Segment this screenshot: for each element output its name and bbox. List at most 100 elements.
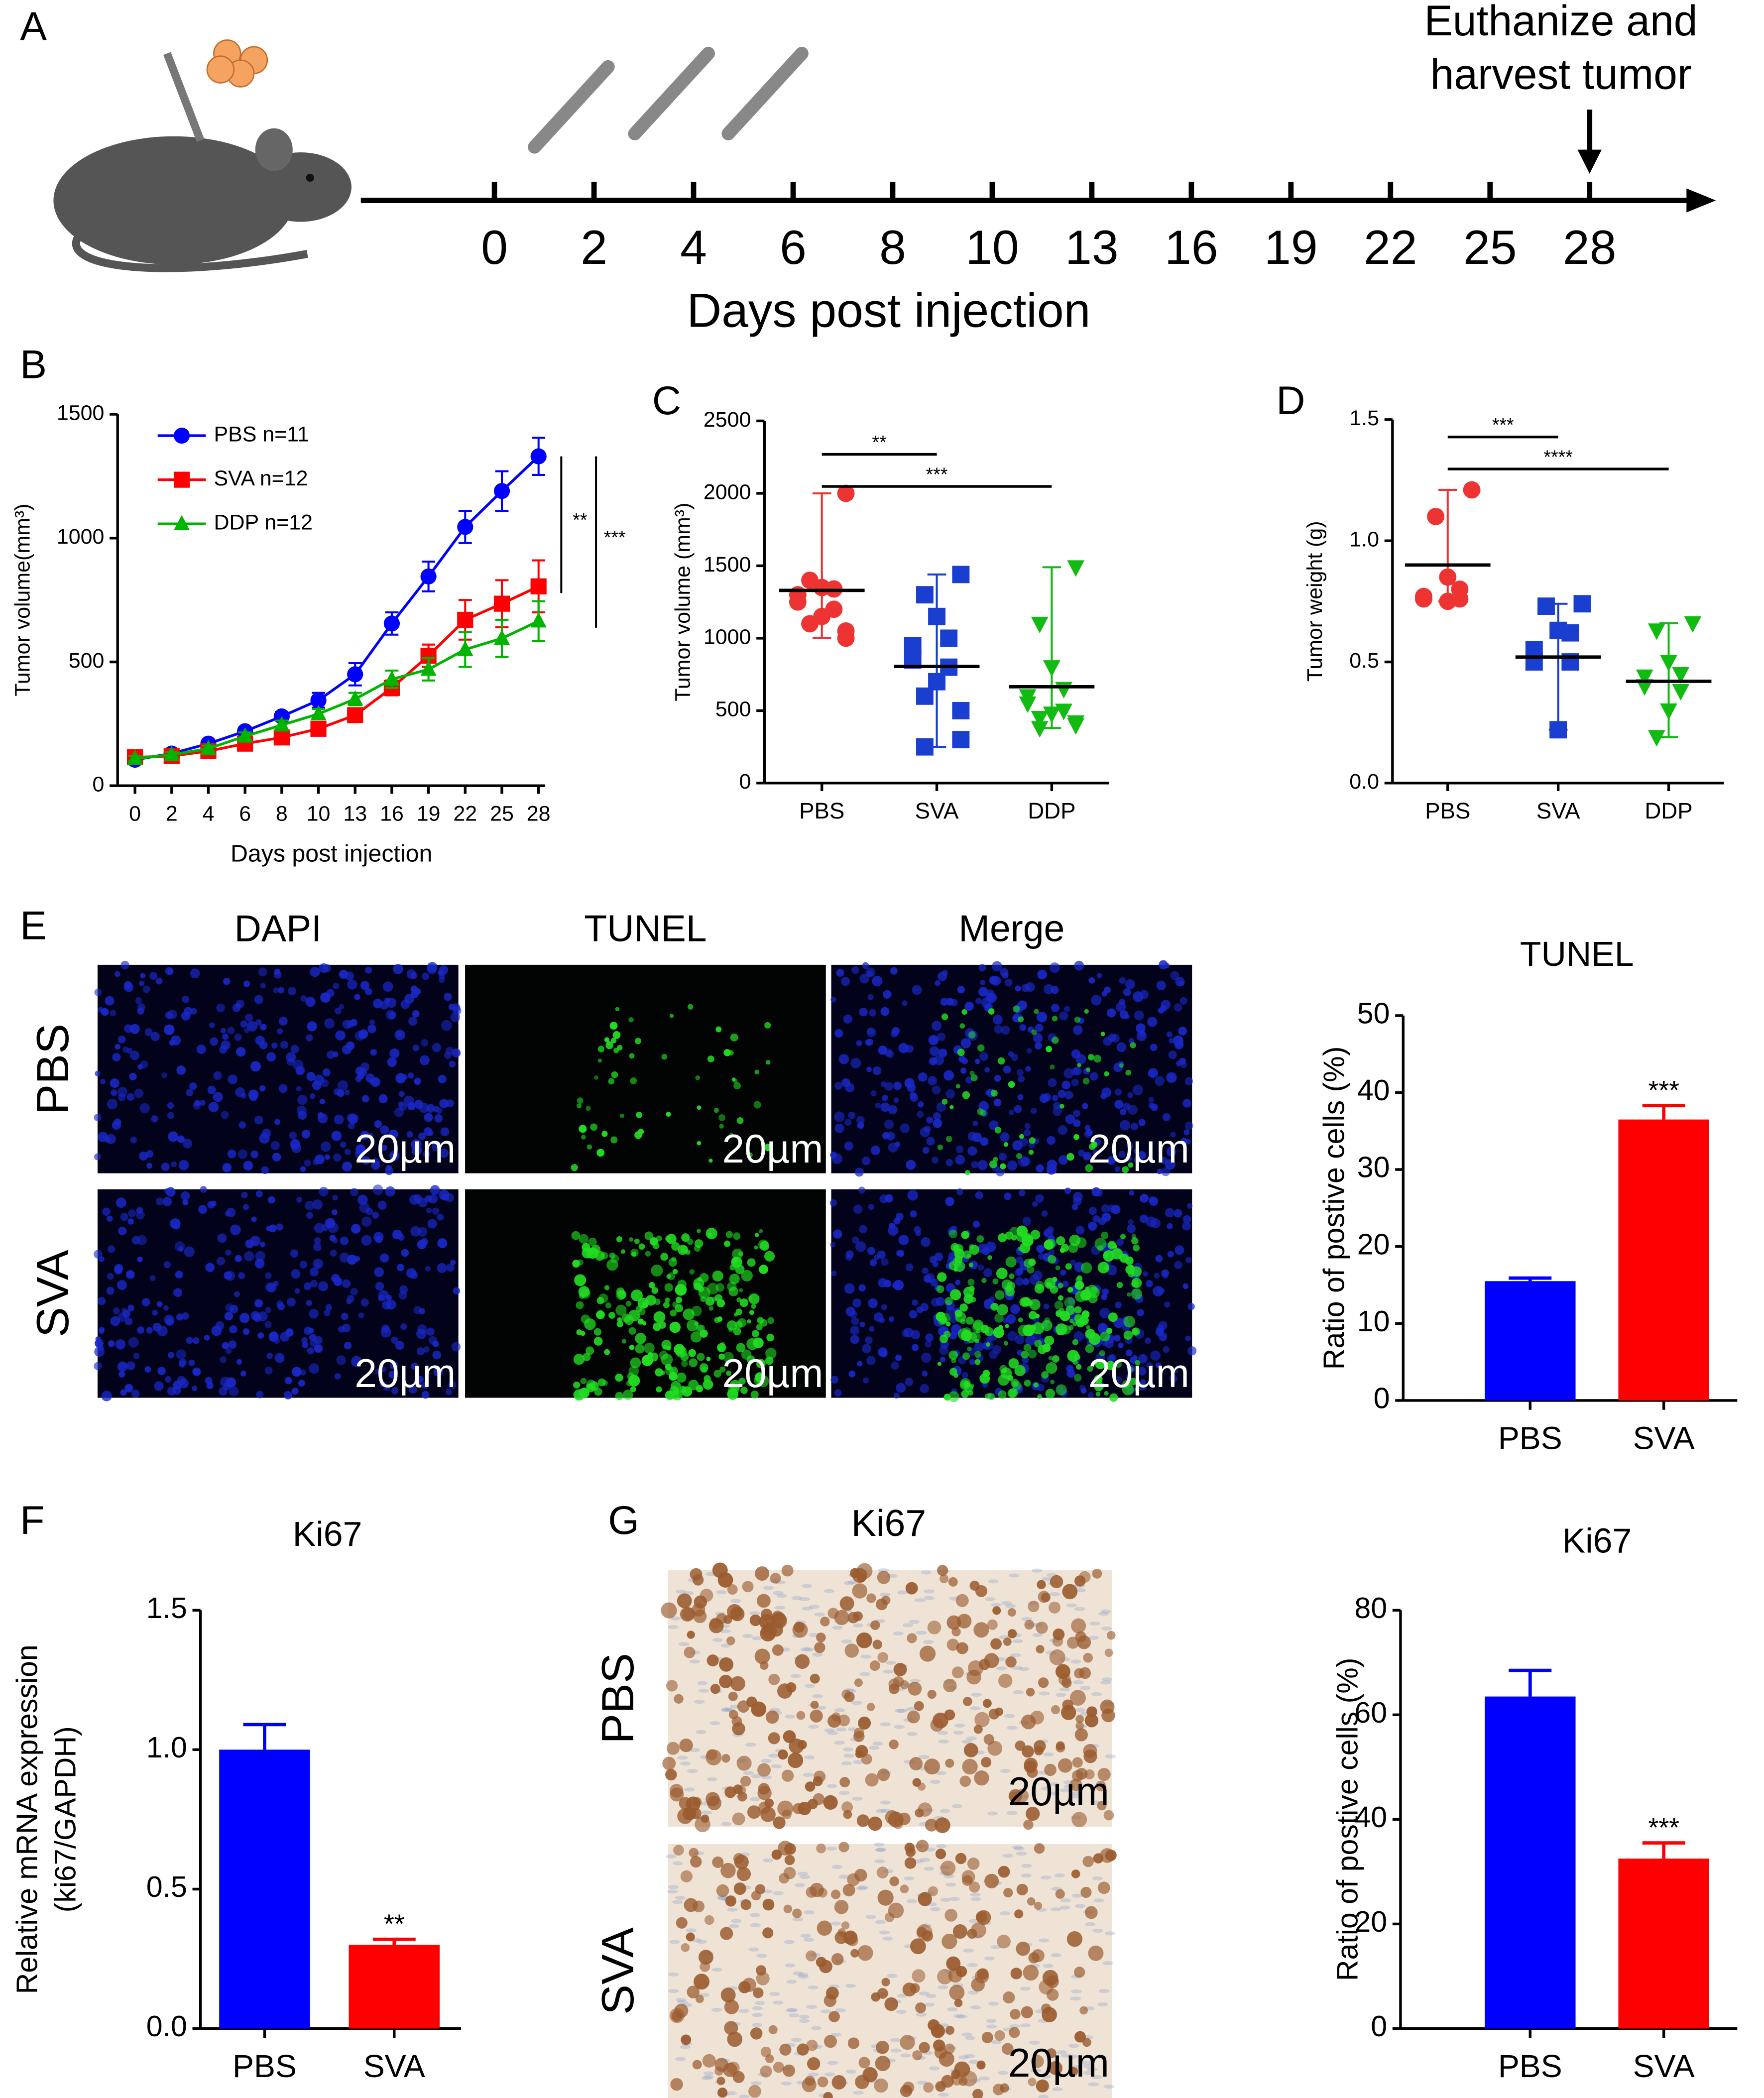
ki67-nucleus [984, 1873, 999, 1888]
stroma [824, 2072, 835, 2077]
nucleus [1101, 1212, 1111, 1222]
nucleus [438, 976, 445, 983]
ki67-nucleus [881, 1596, 891, 1605]
nucleus [1043, 1093, 1052, 1102]
ki67-nucleus [850, 1949, 859, 1958]
ki67-nucleus [1044, 1763, 1057, 1776]
nucleus [181, 1191, 190, 1201]
stroma [1100, 1609, 1111, 1614]
timeline-day-label: 22 [1364, 221, 1417, 274]
stroma [754, 2001, 766, 2005]
nucleus [1169, 1038, 1175, 1044]
stroma [785, 1714, 796, 1719]
nucleus [452, 1048, 461, 1057]
data-point [837, 629, 855, 647]
nucleus [1182, 1215, 1191, 1224]
nucleus [271, 1042, 278, 1049]
data-point [801, 615, 819, 633]
tunel-cell [980, 1110, 987, 1117]
nucleus [994, 1025, 1003, 1034]
x-tick-label: 6 [239, 802, 251, 826]
nucleus [1107, 1156, 1116, 1165]
nucleus [178, 1246, 184, 1252]
tunel-cell [689, 1358, 698, 1368]
tunel-cell [979, 1373, 990, 1384]
ki67-nucleus [900, 1884, 909, 1893]
tunel-cell [718, 1114, 725, 1121]
stroma [769, 1991, 780, 1996]
ki67-nucleus [734, 1855, 749, 1869]
ki67-nucleus [1066, 1636, 1079, 1649]
nucleus [1116, 1238, 1124, 1246]
nucleus [1022, 1278, 1030, 1285]
stroma [750, 1797, 761, 1801]
ki67-nucleus [810, 1673, 820, 1684]
ki67-nucleus [967, 1858, 980, 1870]
tunel-cell [601, 1131, 608, 1137]
nucleus [932, 1157, 939, 1164]
nucleus [205, 1377, 213, 1385]
ki67-nucleus [940, 1861, 956, 1876]
ki67-nucleus [773, 2062, 785, 2073]
y-tick-label: 50 [1357, 997, 1390, 1030]
nucleus [1170, 1132, 1176, 1138]
ki67-nucleus [666, 1680, 678, 1692]
nucleus [432, 1207, 440, 1215]
ki67-nucleus [973, 1622, 989, 1638]
tunel-cell [938, 1316, 947, 1325]
nucleus [1048, 1249, 1055, 1256]
tunel-cell [951, 1358, 956, 1364]
tunel-cell [653, 1311, 666, 1323]
stroma [701, 1810, 712, 1815]
x-tick-label: 28 [527, 802, 551, 826]
ki67-nucleus [856, 1632, 872, 1648]
ki67-nucleus [1071, 1869, 1080, 1878]
nucleus [235, 1047, 246, 1057]
nucleus [1114, 1100, 1124, 1109]
stroma [667, 1889, 678, 1894]
tunel-cell [730, 1033, 738, 1042]
nucleus [342, 1162, 353, 1172]
stroma [953, 2014, 964, 2018]
nucleus [438, 969, 444, 976]
nucleus [1132, 1355, 1138, 1361]
nucleus [229, 1325, 237, 1334]
nucleus [1062, 1281, 1069, 1287]
stroma [1091, 1692, 1102, 1696]
nucleus [335, 1030, 346, 1041]
y-tick-label: 0.5 [146, 1870, 187, 1903]
nucleus [320, 992, 331, 1003]
timeline-xlabel: Days post injection [687, 284, 1090, 337]
stroma [826, 1847, 837, 1851]
nucleus [375, 1282, 384, 1291]
nucleus [146, 1163, 153, 1169]
nucleus [1041, 1210, 1048, 1217]
nucleus [1004, 1192, 1012, 1200]
ki67-nucleus [717, 1572, 733, 1588]
stroma [773, 1891, 784, 1895]
tunel-cell [644, 1231, 653, 1240]
tunel-cell [1012, 1381, 1022, 1391]
significance-label: *** [1648, 1813, 1679, 1843]
tunel-cell [580, 1378, 587, 1385]
nucleus [266, 1225, 272, 1232]
tunel-cell [735, 1308, 742, 1315]
ki67-nucleus [781, 1769, 794, 1782]
stroma [842, 1747, 854, 1751]
tunel-cell [991, 1089, 998, 1097]
nucleus [220, 1377, 231, 1387]
tunel-cell [1028, 1349, 1037, 1359]
tunel-cell [1065, 1263, 1072, 1270]
stroma [738, 2008, 750, 2013]
nucleus [881, 1304, 888, 1310]
nucleus [972, 1221, 980, 1228]
data-point [1672, 684, 1690, 701]
ki67-nucleus [1080, 1886, 1092, 1898]
nucleus [410, 990, 419, 998]
nucleus [866, 1039, 874, 1046]
nucleus [1014, 1105, 1022, 1113]
tunel-cell [706, 1357, 711, 1362]
nucleus [314, 1223, 325, 1234]
tunel-cell [626, 1380, 632, 1387]
nucleus [99, 1327, 105, 1333]
